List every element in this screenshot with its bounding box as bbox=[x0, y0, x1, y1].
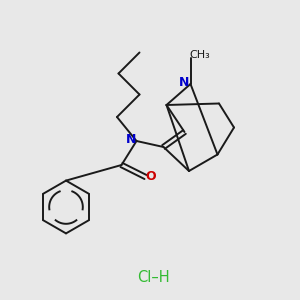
Text: Cl–H: Cl–H bbox=[137, 270, 169, 285]
Text: CH₃: CH₃ bbox=[189, 50, 210, 61]
Text: O: O bbox=[146, 170, 156, 184]
Text: N: N bbox=[179, 76, 189, 89]
Text: N: N bbox=[126, 133, 136, 146]
